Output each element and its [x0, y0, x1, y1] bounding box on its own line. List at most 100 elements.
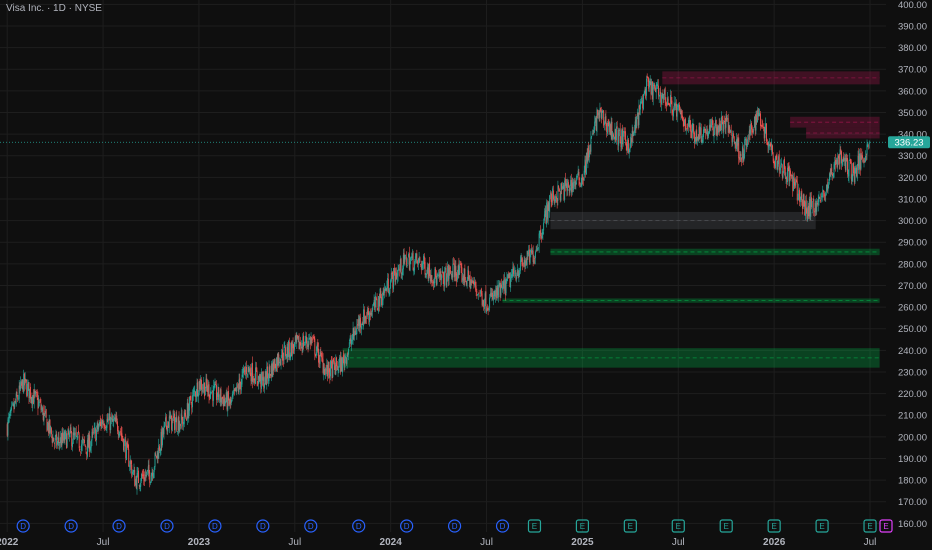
candle-body: [39, 402, 40, 403]
candle-body: [405, 255, 407, 256]
candle-body: [74, 433, 76, 437]
candle-body: [453, 263, 455, 278]
candle-body: [357, 319, 359, 326]
candle-body: [498, 283, 500, 287]
candle-body: [45, 410, 46, 414]
candle-body: [160, 431, 162, 451]
candle-body: [735, 142, 737, 148]
candle-body: [613, 137, 615, 139]
candle-body: [96, 422, 98, 429]
candle-body: [270, 365, 272, 377]
candle-body: [725, 115, 727, 128]
candle-body: [281, 349, 283, 358]
candle-body: [597, 109, 599, 116]
candle-body: [491, 292, 493, 297]
y-tick-label: 350.00: [898, 108, 927, 119]
candle-body: [501, 284, 503, 288]
candle-body: [827, 184, 829, 191]
candle-body: [559, 193, 561, 200]
candle-body: [126, 442, 127, 460]
candle-body: [381, 298, 383, 306]
candle-body: [591, 134, 593, 136]
earnings-marker: [863, 519, 877, 533]
candle-body: [104, 426, 106, 429]
candle-body: [288, 340, 289, 357]
candle-body: [816, 200, 818, 212]
candle-body: [645, 89, 647, 98]
candle-body: [795, 180, 797, 185]
candle-body: [558, 185, 560, 189]
candle-body: [184, 412, 186, 416]
candle-body: [213, 386, 214, 401]
candle-body: [560, 183, 562, 201]
candle-body: [850, 159, 851, 164]
candle-body: [309, 337, 311, 339]
candle-body: [866, 144, 868, 155]
candle-body: [367, 310, 369, 315]
candle-body: [456, 274, 458, 280]
candle-body: [461, 267, 463, 282]
candle-body: [345, 356, 347, 359]
candle-body: [603, 110, 605, 126]
candle-body: [334, 365, 336, 375]
earnings-marker: [575, 519, 590, 533]
candle-body: [200, 381, 202, 391]
candle-body: [577, 170, 579, 175]
candle-body: [118, 434, 120, 436]
candle-body: [288, 341, 290, 357]
candle-body: [845, 157, 847, 171]
candle-body: [364, 316, 366, 323]
candle-body: [230, 397, 232, 403]
candle-body: [615, 126, 617, 141]
candle-body: [170, 413, 172, 419]
candle-body: [758, 112, 760, 117]
candle-body: [132, 470, 134, 474]
candle-body: [607, 123, 609, 125]
candle-body: [194, 391, 196, 392]
candle-body: [278, 354, 280, 363]
candle-body: [772, 155, 774, 162]
candle-body: [480, 290, 482, 294]
zone-demand: [502, 298, 880, 303]
candle-body: [412, 252, 414, 271]
candle-body: [415, 254, 417, 258]
candle-body: [776, 155, 778, 170]
candle-body: [747, 138, 749, 145]
candle-body: [591, 135, 593, 137]
candle-body: [763, 126, 765, 139]
candle-body: [420, 264, 422, 265]
candle-body: [293, 347, 295, 351]
candle-body: [402, 255, 404, 270]
candle-body: [600, 110, 602, 119]
candle-body: [844, 158, 846, 169]
event-label: E: [532, 522, 537, 531]
candle-body: [651, 81, 653, 100]
candle-body: [251, 364, 253, 382]
candle-body: [349, 337, 351, 342]
candle-body: [357, 324, 359, 326]
candle-body: [422, 263, 424, 265]
candle-body: [266, 367, 268, 384]
candle-body: [330, 361, 332, 363]
candle-body: [656, 84, 658, 86]
candle-body: [640, 102, 642, 103]
candle-body: [106, 419, 108, 428]
candle-body: [203, 382, 205, 389]
candle-body: [366, 317, 368, 319]
candle-body: [582, 176, 584, 180]
candle-body: [413, 269, 415, 273]
candle-body: [277, 353, 279, 366]
candle-body: [450, 270, 452, 274]
candle-body: [465, 280, 467, 285]
candle-body: [188, 408, 190, 419]
candle-body: [135, 479, 136, 486]
candle-body: [114, 417, 115, 420]
candle-body: [240, 382, 241, 390]
candle-body: [223, 399, 225, 407]
candle-body: [399, 269, 401, 271]
candle-body: [396, 273, 398, 278]
candle-body: [20, 380, 22, 390]
candle-body: [736, 139, 737, 149]
candle-body: [117, 430, 119, 435]
